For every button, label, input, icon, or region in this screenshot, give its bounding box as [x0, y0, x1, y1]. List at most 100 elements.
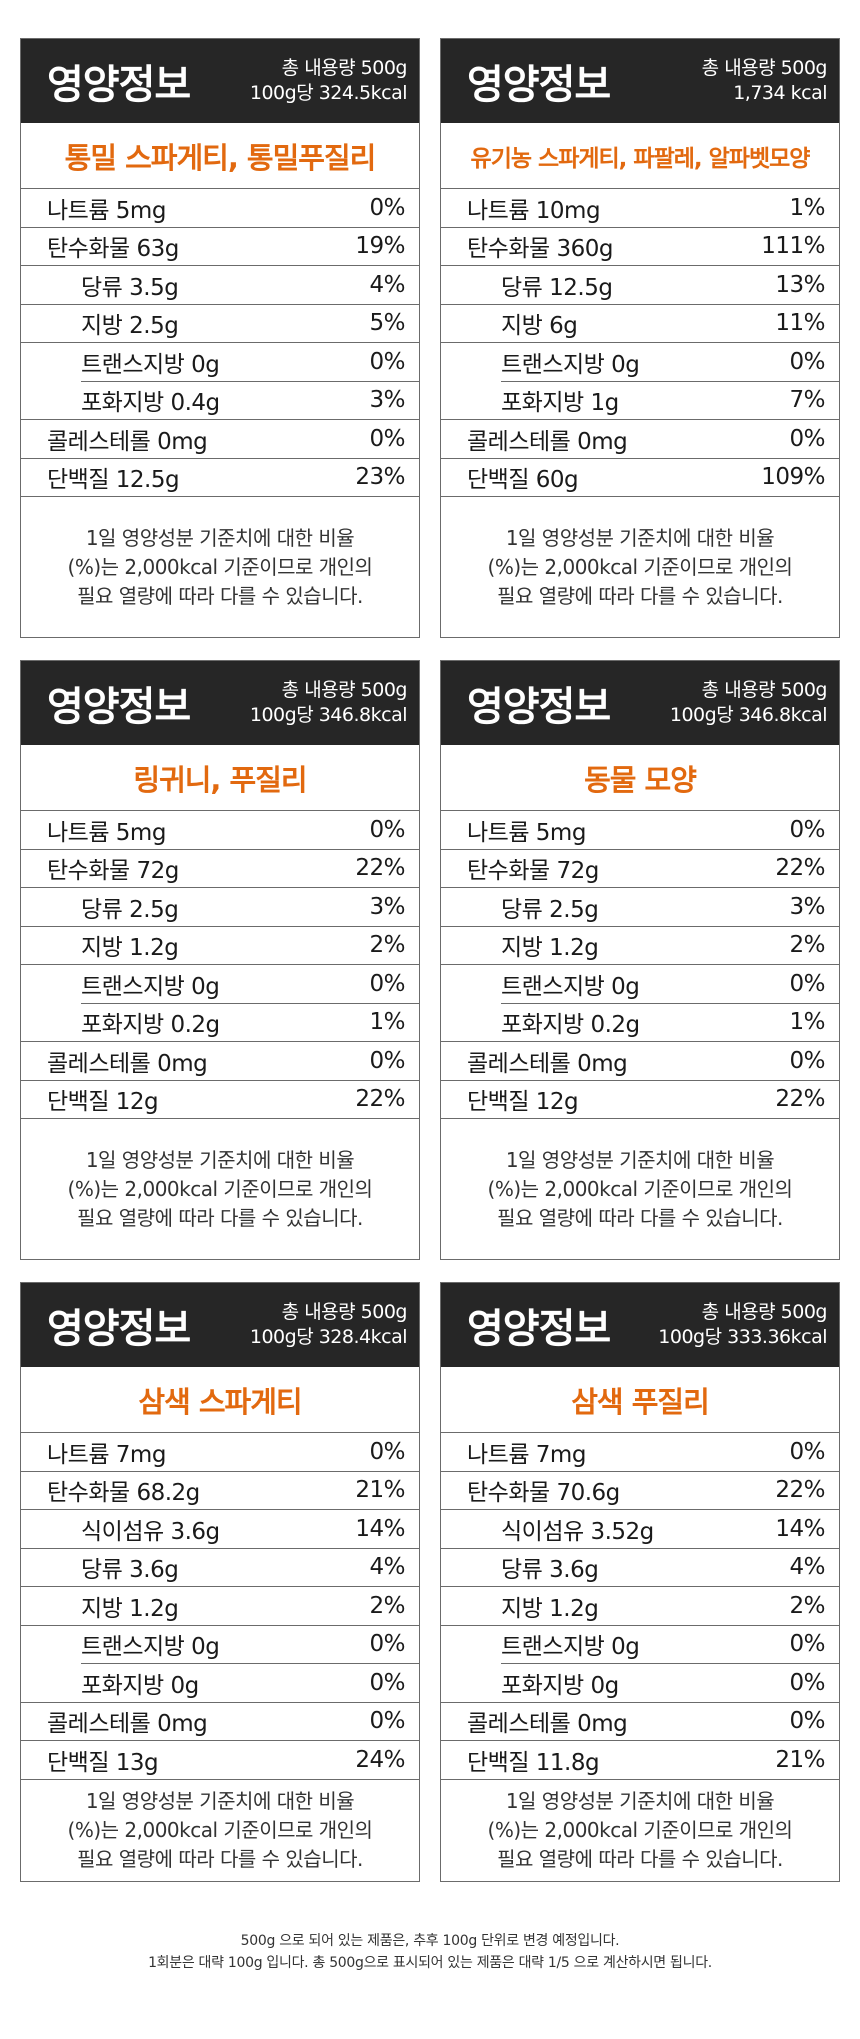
nutrient-label: 포화지방 0g [81, 1672, 199, 1699]
card-header: 영양정보 총 내용량 500g 100g당 333.36kcal [441, 1283, 839, 1367]
nutrient-row-sodium: 나트륨 10mg 1% [441, 189, 839, 228]
serving-info: 총 내용량 500g 100g당 324.5kcal [249, 56, 408, 106]
nutrient-label: 트랜스지방 0g [81, 973, 220, 1000]
calories: 100g당 346.8kcal [669, 704, 828, 726]
daily-value-footnote: 1일 영양성분 기준치에 대한 비율 (%)는 2,000kcal 기준이므로 … [21, 1780, 419, 1882]
nutrient-row-sugar: 당류 12.5g 13% [441, 266, 839, 305]
nutrient-row-fat: 지방 6g 11% [441, 305, 839, 343]
product-name: 유기농 스파게티, 파팔레, 알파벳모양 [441, 123, 839, 189]
card-header: 영양정보 총 내용량 500g 100g당 346.8kcal [441, 661, 839, 745]
nutrient-label: 지방 2.5g [81, 313, 179, 340]
nutrient-percent: 0% [369, 1669, 406, 1696]
nutrient-label: 식이섬유 3.6g [81, 1518, 220, 1545]
nutrient-label: 나트륨 7mg [467, 1441, 586, 1468]
nutrient-row-cholesterol: 콜레스테롤 0mg 0% [441, 1042, 839, 1081]
total-content: 총 내용량 500g [281, 679, 408, 701]
nutrition-card-animal-shape: 영양정보 총 내용량 500g 100g당 346.8kcal 동물 모양 나트… [440, 660, 840, 1260]
nutrient-percent: 0% [789, 1669, 826, 1696]
nutrient-row-trans-fat: 트랜스지방 0g 0% [81, 1626, 419, 1664]
nutrient-label: 당류 3.5g [81, 274, 179, 301]
footnote-line: 1일 영양성분 기준치에 대한 비율 [505, 1147, 775, 1172]
nutrition-card-linguine: 영양정보 총 내용량 500g 100g당 346.8kcal 링귀니, 푸질리… [20, 660, 420, 1260]
nutrient-percent: 0% [789, 1631, 826, 1658]
nutrient-row-fat: 지방 1.2g 2% [441, 927, 839, 965]
nutrient-label: 지방 1.2g [81, 935, 179, 962]
nutrient-row-trans-fat: 트랜스지방 0g 0% [501, 1626, 839, 1664]
nutrient-row-protein: 단백질 13g 24% [21, 1741, 419, 1780]
nutrient-percent: 2% [369, 1592, 406, 1619]
footnote-line: 1일 영양성분 기준치에 대한 비율 [505, 525, 775, 550]
footnote-line: 필요 열량에 따라 다를 수 있습니다. [497, 1205, 783, 1230]
nutrient-label: 당류 2.5g [501, 896, 599, 923]
nutrient-percent: 0% [369, 816, 406, 843]
card-title: 영양정보 [467, 684, 611, 730]
nutrient-label: 단백질 12g [467, 1089, 579, 1116]
nutrient-row-trans-fat: 트랜스지방 0g 0% [501, 965, 839, 1004]
nutrient-row-cholesterol: 콜레스테롤 0mg 0% [21, 420, 419, 459]
nutrient-percent: 0% [369, 1708, 406, 1735]
nutrient-row-sodium: 나트륨 7mg 0% [441, 1433, 839, 1472]
nutrient-percent: 14% [775, 1515, 825, 1542]
nutrient-row-saturated-fat: 포화지방 0.4g 3% [21, 382, 419, 420]
nutrient-percent: 0% [789, 970, 826, 997]
nutrient-percent: 1% [789, 194, 826, 221]
footnote-line: 1일 영양성분 기준치에 대한 비율 [85, 1147, 355, 1172]
nutrient-percent: 11% [775, 310, 825, 337]
nutrient-row-cholesterol: 콜레스테롤 0mg 0% [21, 1703, 419, 1741]
nutrient-percent: 109% [761, 464, 825, 491]
card-title: 영양정보 [47, 684, 191, 730]
nutrient-percent: 0% [369, 1631, 406, 1658]
card-header: 영양정보 총 내용량 500g 100g당 328.4kcal [21, 1283, 419, 1367]
nutrient-rows: 나트륨 10mg 1% 탄수화물 360g 111% 당류 12.5g 13% 지방 … [441, 189, 839, 497]
nutrient-percent: 0% [789, 816, 826, 843]
card-title: 영양정보 [467, 1306, 611, 1352]
footnote-line: 1일 영양성분 기준치에 대한 비율 [85, 1788, 355, 1813]
footnote-line: 1일 영양성분 기준치에 대한 비율 [505, 1788, 775, 1813]
nutrient-percent: 13% [775, 271, 825, 298]
nutrient-row-saturated-fat: 포화지방 0.2g 1% [441, 1004, 839, 1042]
nutrient-label: 트랜스지방 0g [501, 1634, 640, 1661]
calories: 100g당 324.5kcal [249, 82, 408, 104]
footnote-line: (%)는 2,000kcal 기준이므로 개인의 [67, 1817, 373, 1842]
nutrient-percent: 2% [369, 932, 406, 959]
product-name: 동물 모양 [441, 745, 839, 811]
product-name: 삼색 스파게티 [21, 1367, 419, 1433]
nutrition-card-tricolor-fusilli: 영양정보 총 내용량 500g 100g당 333.36kcal 삼색 푸질리 … [440, 1282, 840, 1882]
nutrient-row-trans-fat: 트랜스지방 0g 0% [81, 343, 419, 382]
daily-value-footnote: 1일 영양성분 기준치에 대한 비율 (%)는 2,000kcal 기준이므로 … [21, 497, 419, 637]
calories: 100g당 328.4kcal [249, 1326, 408, 1348]
nutrient-percent: 4% [789, 1554, 826, 1581]
footnote-line: 1일 영양성분 기준치에 대한 비율 [85, 525, 355, 550]
nutrient-row-protein: 단백질 60g 109% [441, 459, 839, 497]
nutrient-percent: 3% [789, 893, 826, 920]
nutrient-row-sugar: 당류 2.5g 3% [21, 888, 419, 927]
nutrient-percent: 1% [369, 1009, 406, 1036]
nutrient-percent: 4% [369, 271, 406, 298]
total-content: 총 내용량 500g [701, 57, 828, 79]
card-title: 영양정보 [467, 62, 611, 108]
footnote-line: 필요 열량에 따라 다를 수 있습니다. [497, 1846, 783, 1871]
nutrient-row-carbohydrate: 탄수화물 72g 22% [21, 850, 419, 888]
nutrient-percent: 22% [775, 855, 825, 882]
nutrient-row-cholesterol: 콜레스테롤 0mg 0% [441, 1703, 839, 1741]
card-header: 영양정보 총 내용량 500g 100g당 324.5kcal [21, 39, 419, 123]
nutrient-row-sodium: 나트륨 5mg 0% [21, 189, 419, 228]
total-content: 총 내용량 500g [701, 1301, 828, 1323]
nutrient-rows: 나트륨 7mg 0% 탄수화물 68.2g 21% 식이섬유 3.6g 14% 당류 … [21, 1433, 419, 1780]
bottom-notes: 500g 으로 되어 있는 제품은, 추후 100g 단위로 변경 예정입니다.… [0, 1930, 860, 1974]
calories: 100g당 346.8kcal [249, 704, 408, 726]
product-name: 링귀니, 푸질리 [21, 745, 419, 811]
total-content: 총 내용량 500g [281, 57, 408, 79]
nutrient-percent: 0% [369, 194, 406, 221]
nutrient-label: 단백질 12g [47, 1089, 159, 1116]
nutrient-row-saturated-fat: 포화지방 1g 7% [441, 382, 839, 420]
nutrient-row-cholesterol: 콜레스테롤 0mg 0% [441, 420, 839, 459]
nutrient-label: 콜레스테롤 0mg [47, 428, 208, 455]
nutrient-row-fat: 지방 1.2g 2% [441, 1587, 839, 1626]
nutrient-row-fiber: 식이섬유 3.6g 14% [21, 1510, 419, 1549]
nutrient-label: 나트륨 5mg [467, 819, 586, 846]
nutrient-percent: 0% [369, 425, 406, 452]
calories: 100g당 333.36kcal [658, 1326, 827, 1348]
nutrient-percent: 0% [789, 1438, 826, 1465]
nutrition-card-organic: 영양정보 총 내용량 500g 1,734 kcal 유기농 스파게티, 파팔레… [440, 38, 840, 638]
